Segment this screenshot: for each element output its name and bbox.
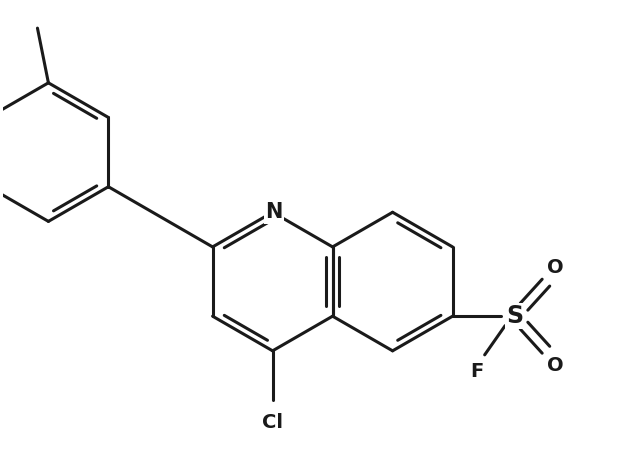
Text: F: F <box>470 362 483 381</box>
Text: Cl: Cl <box>262 413 283 432</box>
Text: O: O <box>547 258 564 277</box>
Text: N: N <box>266 202 283 222</box>
Text: O: O <box>547 355 564 374</box>
Text: S: S <box>506 304 523 328</box>
